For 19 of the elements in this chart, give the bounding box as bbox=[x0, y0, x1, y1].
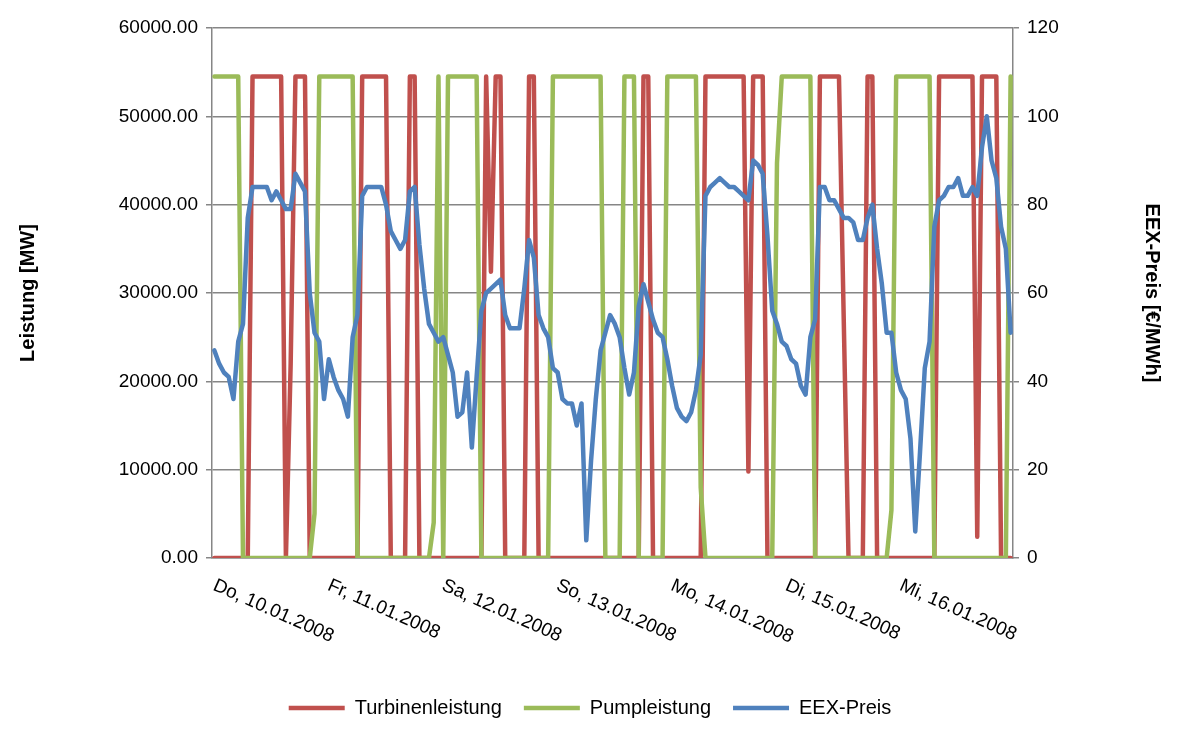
y2-tick-label: 60 bbox=[1027, 281, 1049, 303]
y2-axis-title: EEX-Preis [€/MWh] bbox=[1142, 203, 1165, 383]
y-tick-label: 20000.00 bbox=[118, 369, 198, 391]
y2-tick-label: 0 bbox=[1027, 546, 1038, 568]
y-tick-label: 60000.00 bbox=[118, 16, 198, 38]
y-tick-label: 50000.00 bbox=[118, 104, 198, 126]
legend-label: EEX-Preis bbox=[799, 695, 892, 718]
y2-tick-label: 40 bbox=[1027, 369, 1049, 391]
y2-tick-label: 120 bbox=[1027, 16, 1059, 38]
y2-tick-label: 80 bbox=[1027, 192, 1049, 214]
y-tick-label: 30000.00 bbox=[118, 281, 198, 303]
legend-label: Pumpleistung bbox=[589, 695, 712, 718]
y-tick-label: 10000.00 bbox=[118, 457, 198, 479]
y-tick-label: 40000.00 bbox=[118, 192, 198, 214]
y-axis-title: Leistung [MW] bbox=[15, 224, 38, 362]
legend-label: Turbinenleistung bbox=[354, 695, 502, 718]
y2-tick-label: 100 bbox=[1027, 104, 1059, 126]
y-tick-label: 0.00 bbox=[161, 546, 198, 568]
y2-tick-label: 20 bbox=[1027, 457, 1049, 479]
